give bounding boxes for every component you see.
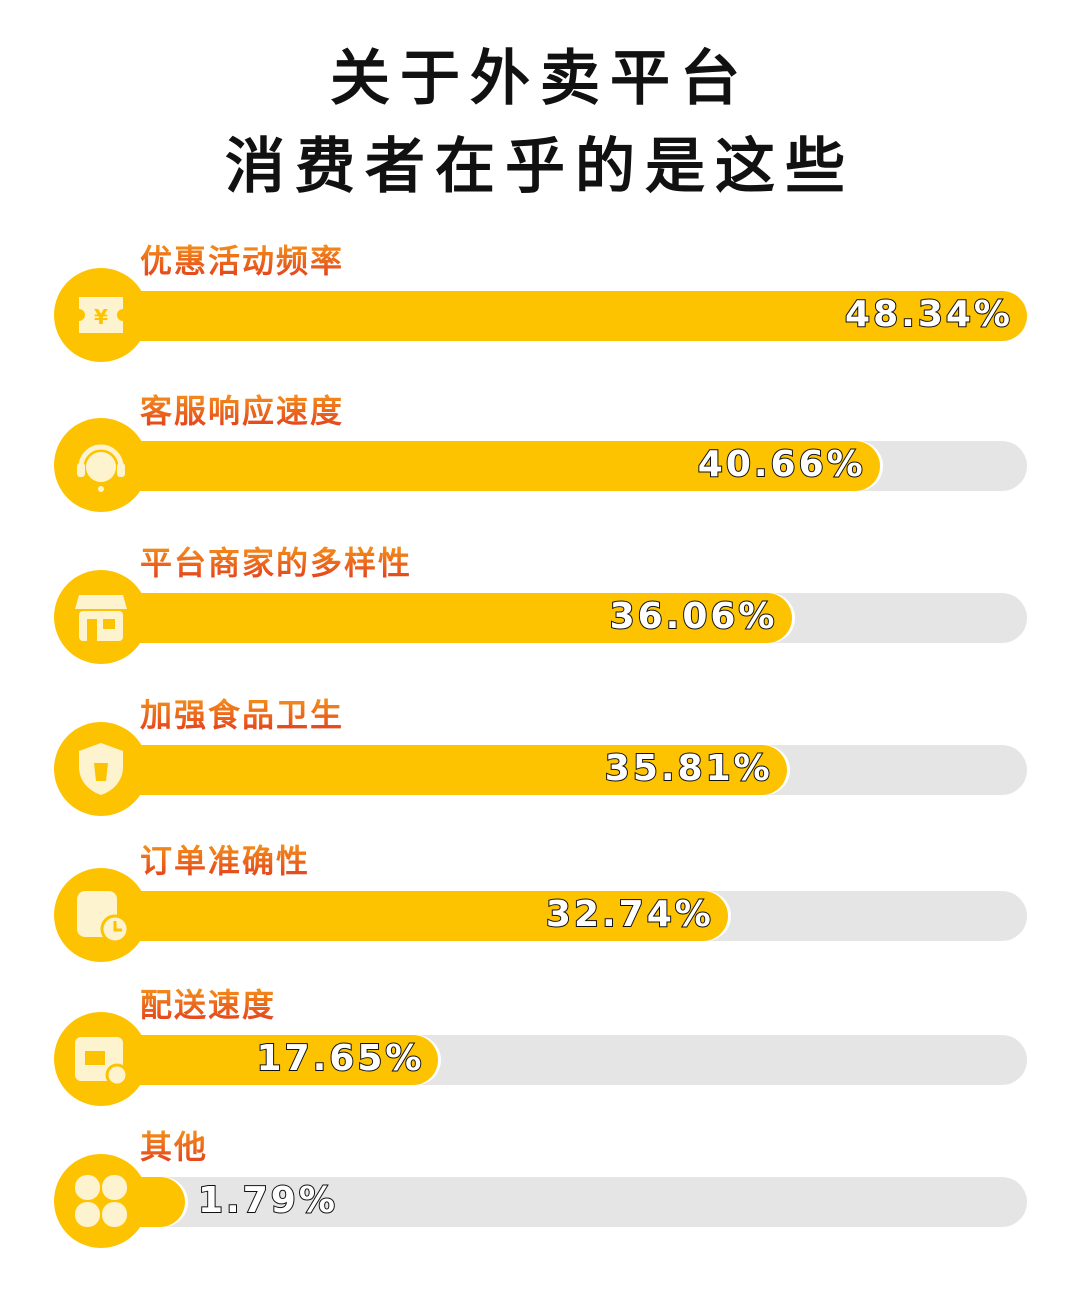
value-label: 48.34% <box>844 293 1013 336</box>
value-label: 40.66% <box>697 443 866 486</box>
category-label: 配送速度 <box>140 980 276 1026</box>
bar-row: 客服响应速度 40.66% <box>0 386 1080 536</box>
icon-badge <box>54 868 148 962</box>
customer-service-headset-icon <box>77 444 125 492</box>
icon-badge <box>54 418 148 512</box>
icon-badge <box>54 1012 148 1106</box>
bar-row: 配送速度 17.65% <box>0 980 1080 1130</box>
bar-fill <box>100 291 1027 341</box>
icon-badge <box>54 722 148 816</box>
yen-ticket-icon: ¥ <box>79 297 123 333</box>
delivery-truck-clock-icon <box>75 1037 129 1087</box>
bar-fill <box>100 441 880 491</box>
category-label: 客服响应速度 <box>140 386 344 432</box>
bar-fill <box>100 745 787 795</box>
bar-track <box>100 1177 1027 1227</box>
clover-icon <box>75 1175 127 1227</box>
icon-badge: ¥ <box>54 268 148 362</box>
storefront-icon <box>75 595 127 641</box>
bar-row: 其他 1.79% <box>0 1122 1080 1272</box>
bar-row: 订单准确性 32.74% <box>0 836 1080 986</box>
category-label: 其他 <box>140 1122 208 1168</box>
icon-badge <box>54 1154 148 1248</box>
bar-row: 优惠活动频率 48.34% ¥ <box>0 236 1080 386</box>
value-label: 32.74% <box>545 893 714 936</box>
value-label: 17.65% <box>256 1037 425 1080</box>
icon-badge <box>54 570 148 664</box>
order-calendar-clock-icon <box>77 891 130 944</box>
value-label: 35.81% <box>604 747 773 790</box>
bar-row: 加强食品卫生 35.81% <box>0 690 1080 840</box>
bar-fill <box>100 891 728 941</box>
bar-fill <box>100 1035 439 1085</box>
value-label: 36.06% <box>609 595 778 638</box>
value-label: 1.79% <box>197 1179 338 1222</box>
bar-row: 平台商家的多样性 36.06% <box>0 538 1080 688</box>
svg-text:¥: ¥ <box>94 305 108 329</box>
category-label: 订单准确性 <box>140 836 310 882</box>
title-line-1: 关于外卖平台 <box>330 44 750 114</box>
category-label: 加强食品卫生 <box>140 690 344 736</box>
bar-fill <box>100 593 792 643</box>
category-label: 优惠活动频率 <box>140 236 344 282</box>
food-safety-shield-icon <box>79 743 123 795</box>
title-line-2: 消费者在乎的是这些 <box>225 132 855 202</box>
category-label: 平台商家的多样性 <box>140 538 412 584</box>
